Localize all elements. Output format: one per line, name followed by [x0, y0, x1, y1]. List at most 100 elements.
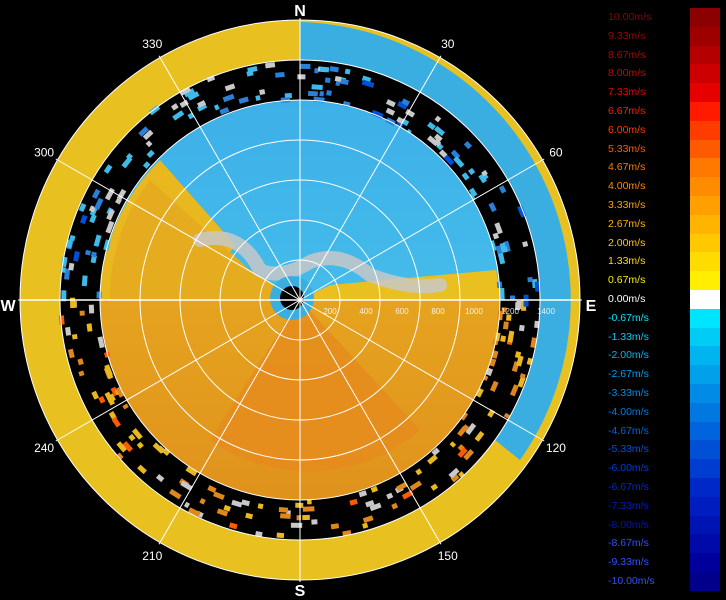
legend-entry: 8.00m/s: [604, 64, 722, 84]
range-gate: [259, 89, 266, 95]
range-gate: [116, 441, 127, 453]
range-gate: [169, 488, 182, 500]
legend-label: -2.00m/s: [608, 349, 649, 362]
range-gate: [245, 512, 254, 520]
range-gate: [499, 287, 505, 300]
range-gate: [255, 531, 263, 538]
legend-entry: 0.67m/s: [604, 271, 722, 290]
range-gate: [276, 532, 285, 539]
range-gate: [517, 375, 526, 388]
range-gate: [104, 351, 111, 358]
range-gate: [89, 214, 97, 224]
range-gate: [146, 149, 155, 159]
range-gate: [468, 167, 476, 176]
legend-swatch: [690, 26, 720, 46]
range-gate: [386, 492, 394, 500]
range-gate: [78, 370, 85, 377]
range-gate: [438, 149, 448, 159]
legend-entry: -4.00m/s: [604, 402, 722, 422]
range-gate: [450, 473, 460, 483]
range-gate: [185, 466, 198, 477]
legend-swatch: [690, 233, 720, 253]
legend-swatch: [690, 45, 720, 65]
range-gate: [69, 234, 76, 242]
range-gate: [461, 172, 470, 181]
range-label: 200: [323, 307, 337, 316]
range-gate: [122, 403, 129, 410]
legend-swatch: [690, 290, 720, 309]
legend-swatch: [690, 365, 720, 384]
radar-scope: 200 400 600 800 1000 1200 1400 30 60 120 150 210 24…: [0, 3, 596, 600]
bearing-spoke: [158, 55, 301, 301]
legend-label: 8.67m/s: [608, 48, 646, 61]
range-gate: [514, 351, 522, 359]
legend-entry: -3.33m/s: [604, 384, 722, 403]
west-label: W: [0, 298, 16, 315]
range-gate: [489, 380, 499, 392]
range-gate: [188, 507, 201, 517]
range-gate: [183, 501, 191, 509]
legend-label: 8.00m/s: [608, 67, 646, 80]
range-gate: [297, 74, 306, 80]
legend-label: -8.00m/s: [608, 518, 649, 531]
legend-label: -4.00m/s: [608, 405, 649, 418]
bearing-label-300: 300: [34, 145, 54, 159]
legend-entry: -4.67m/s: [604, 421, 722, 441]
legend-label: -1.33m/s: [608, 330, 649, 343]
legend-swatch: [690, 515, 720, 535]
range-gate: [519, 373, 526, 379]
range-gate: [68, 262, 75, 271]
range-label: 800: [431, 307, 445, 316]
range-gate: [115, 452, 124, 460]
range-gate: [71, 334, 78, 340]
range-gate: [67, 348, 75, 359]
range-gate: [58, 315, 65, 325]
legend-label: 1.33m/s: [608, 255, 646, 268]
bearing-label-330: 330: [142, 37, 162, 51]
range-gate: [106, 209, 115, 221]
range-gate: [515, 302, 521, 311]
legend-entry: 7.33m/s: [604, 83, 722, 102]
range-gate: [137, 464, 147, 475]
range-gate: [96, 291, 102, 299]
range-gate: [319, 91, 324, 97]
legend-label: -2.67m/s: [608, 368, 649, 381]
range-gate: [463, 449, 475, 461]
south-label: S: [295, 583, 306, 600]
polar-grid: [18, 18, 582, 582]
range-label: 600: [395, 307, 409, 316]
range-gate: [506, 314, 512, 321]
legend-entry: -8.00m/s: [604, 515, 722, 535]
range-gate: [527, 277, 533, 283]
range-gate: [180, 480, 194, 491]
range-gate: [97, 336, 105, 349]
bearing-spoke: [158, 299, 301, 545]
range-gate: [142, 129, 154, 141]
legend-entry: 1.33m/s: [604, 252, 722, 272]
range-label: 400: [359, 307, 373, 316]
legend-swatch: [690, 308, 720, 328]
legend-label: 0.00m/s: [608, 293, 646, 305]
range-gate: [98, 395, 106, 404]
range-gate: [427, 121, 436, 131]
bearing-spoke: [55, 299, 301, 442]
range-gate: [290, 522, 303, 528]
bearing-label-60: 60: [549, 145, 563, 159]
range-gate: [187, 91, 200, 101]
range-gate: [370, 485, 379, 493]
range-gate: [311, 84, 323, 91]
range-gate: [330, 523, 340, 530]
range-gate: [307, 499, 312, 505]
legend-swatch: [690, 252, 720, 272]
range-gate: [78, 203, 87, 213]
legend-entry: 2.00m/s: [604, 233, 722, 253]
range-gate: [207, 485, 217, 494]
range-label: 1000: [465, 307, 483, 316]
legend-entry: 6.67m/s: [604, 102, 722, 121]
range-gate: [197, 100, 207, 108]
range-gate: [136, 441, 144, 449]
range-gate: [385, 99, 396, 108]
range-gate: [427, 454, 438, 465]
range-gate: [105, 220, 115, 234]
range-gate: [295, 502, 304, 508]
